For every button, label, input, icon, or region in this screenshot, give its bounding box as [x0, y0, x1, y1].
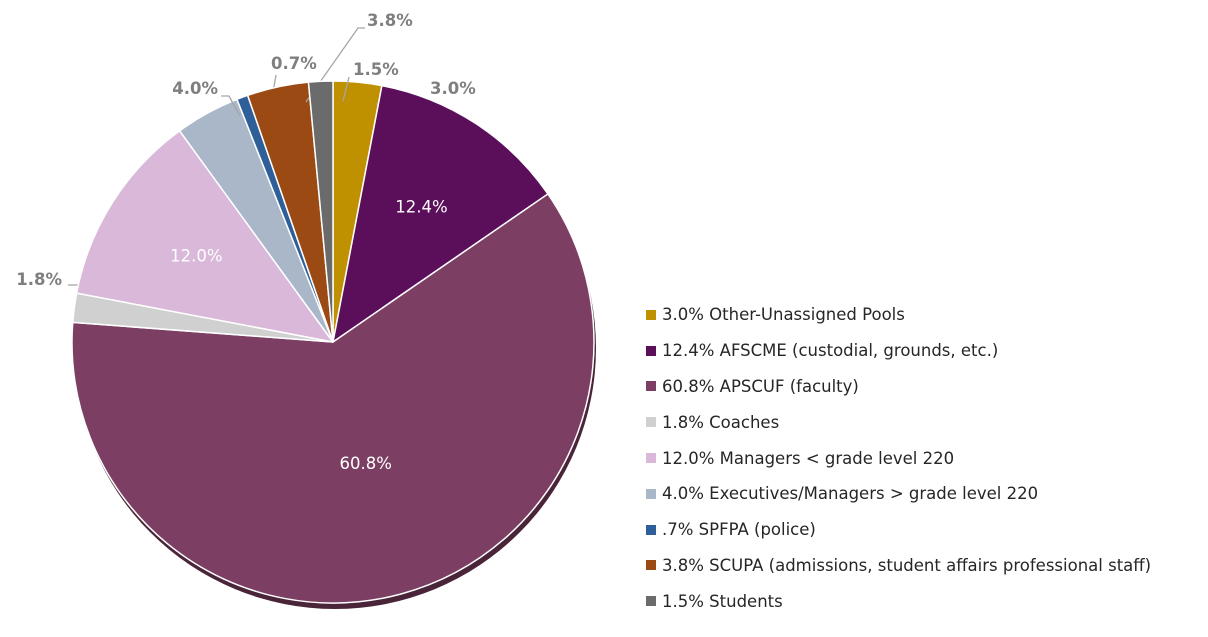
slice-data-label: 12.4% — [395, 197, 447, 216]
legend-swatch — [646, 596, 656, 607]
pie-slice — [307, 80, 334, 343]
legend-item: .7% SPFPA (police) — [646, 512, 1151, 548]
legend-swatch — [646, 345, 656, 356]
legend-swatch — [646, 560, 656, 571]
legend-label: .7% SPFPA (police) — [662, 520, 816, 540]
legend-swatch — [646, 524, 656, 535]
slice-data-label: 0.7% — [271, 54, 317, 73]
legend-item: 3.8% SCUPA (admissions, student affairs … — [646, 548, 1151, 584]
legend-item: 3.0% Other-Unassigned Pools — [646, 297, 1151, 333]
legend-label: 3.0% Other-Unassigned Pools — [662, 305, 905, 325]
legend-swatch — [646, 309, 656, 320]
legend-label: 12.0% Managers < grade level 220 — [662, 448, 955, 468]
slice-data-label: 1.8% — [16, 270, 62, 289]
legend-swatch — [646, 488, 656, 499]
legend-label: 60.8% APSCUF (faculty) — [662, 376, 859, 396]
legend-item: 1.5% Students — [646, 583, 1151, 619]
legend-item: 4.0% Executives/Managers > grade level 2… — [646, 476, 1151, 512]
legend-swatch — [646, 417, 656, 428]
slice-data-label: 1.5% — [353, 60, 399, 79]
legend-item: 1.8% Coaches — [646, 404, 1151, 440]
legend-item: 12.4% AFSCME (custodial, grounds, etc.) — [646, 333, 1151, 369]
slice-data-label: 4.0% — [172, 79, 218, 98]
leader-line — [305, 27, 365, 103]
legend-label: 12.4% AFSCME (custodial, grounds, etc.) — [662, 341, 999, 361]
pie-slice — [71, 193, 595, 604]
chart-legend: 3.0% Other-Unassigned Pools 12.4% AFSCME … — [646, 297, 1151, 619]
slice-data-label: 60.8% — [339, 454, 391, 473]
legend-label: 1.8% Coaches — [662, 412, 780, 432]
slice-data-label: 12.0% — [170, 246, 222, 265]
leader-line — [221, 95, 241, 117]
slice-data-label: 3.8% — [367, 11, 413, 30]
legend-label: 4.0% Executives/Managers > grade level 2… — [662, 484, 1039, 504]
pie-slice — [332, 84, 549, 343]
legend-label: 3.8% SCUPA (admissions, student affairs … — [662, 555, 1152, 575]
leader-line — [342, 76, 350, 102]
legend-item: 12.0% Managers < grade level 220 — [646, 440, 1151, 476]
slice-data-label: 3.0% — [430, 79, 476, 98]
pie-slice — [75, 130, 334, 343]
legend-label: 1.5% Students — [662, 591, 783, 611]
legend-swatch — [646, 381, 656, 392]
legend-item: 60.8% APSCUF (faculty) — [646, 369, 1151, 405]
legend-swatch — [646, 453, 656, 464]
